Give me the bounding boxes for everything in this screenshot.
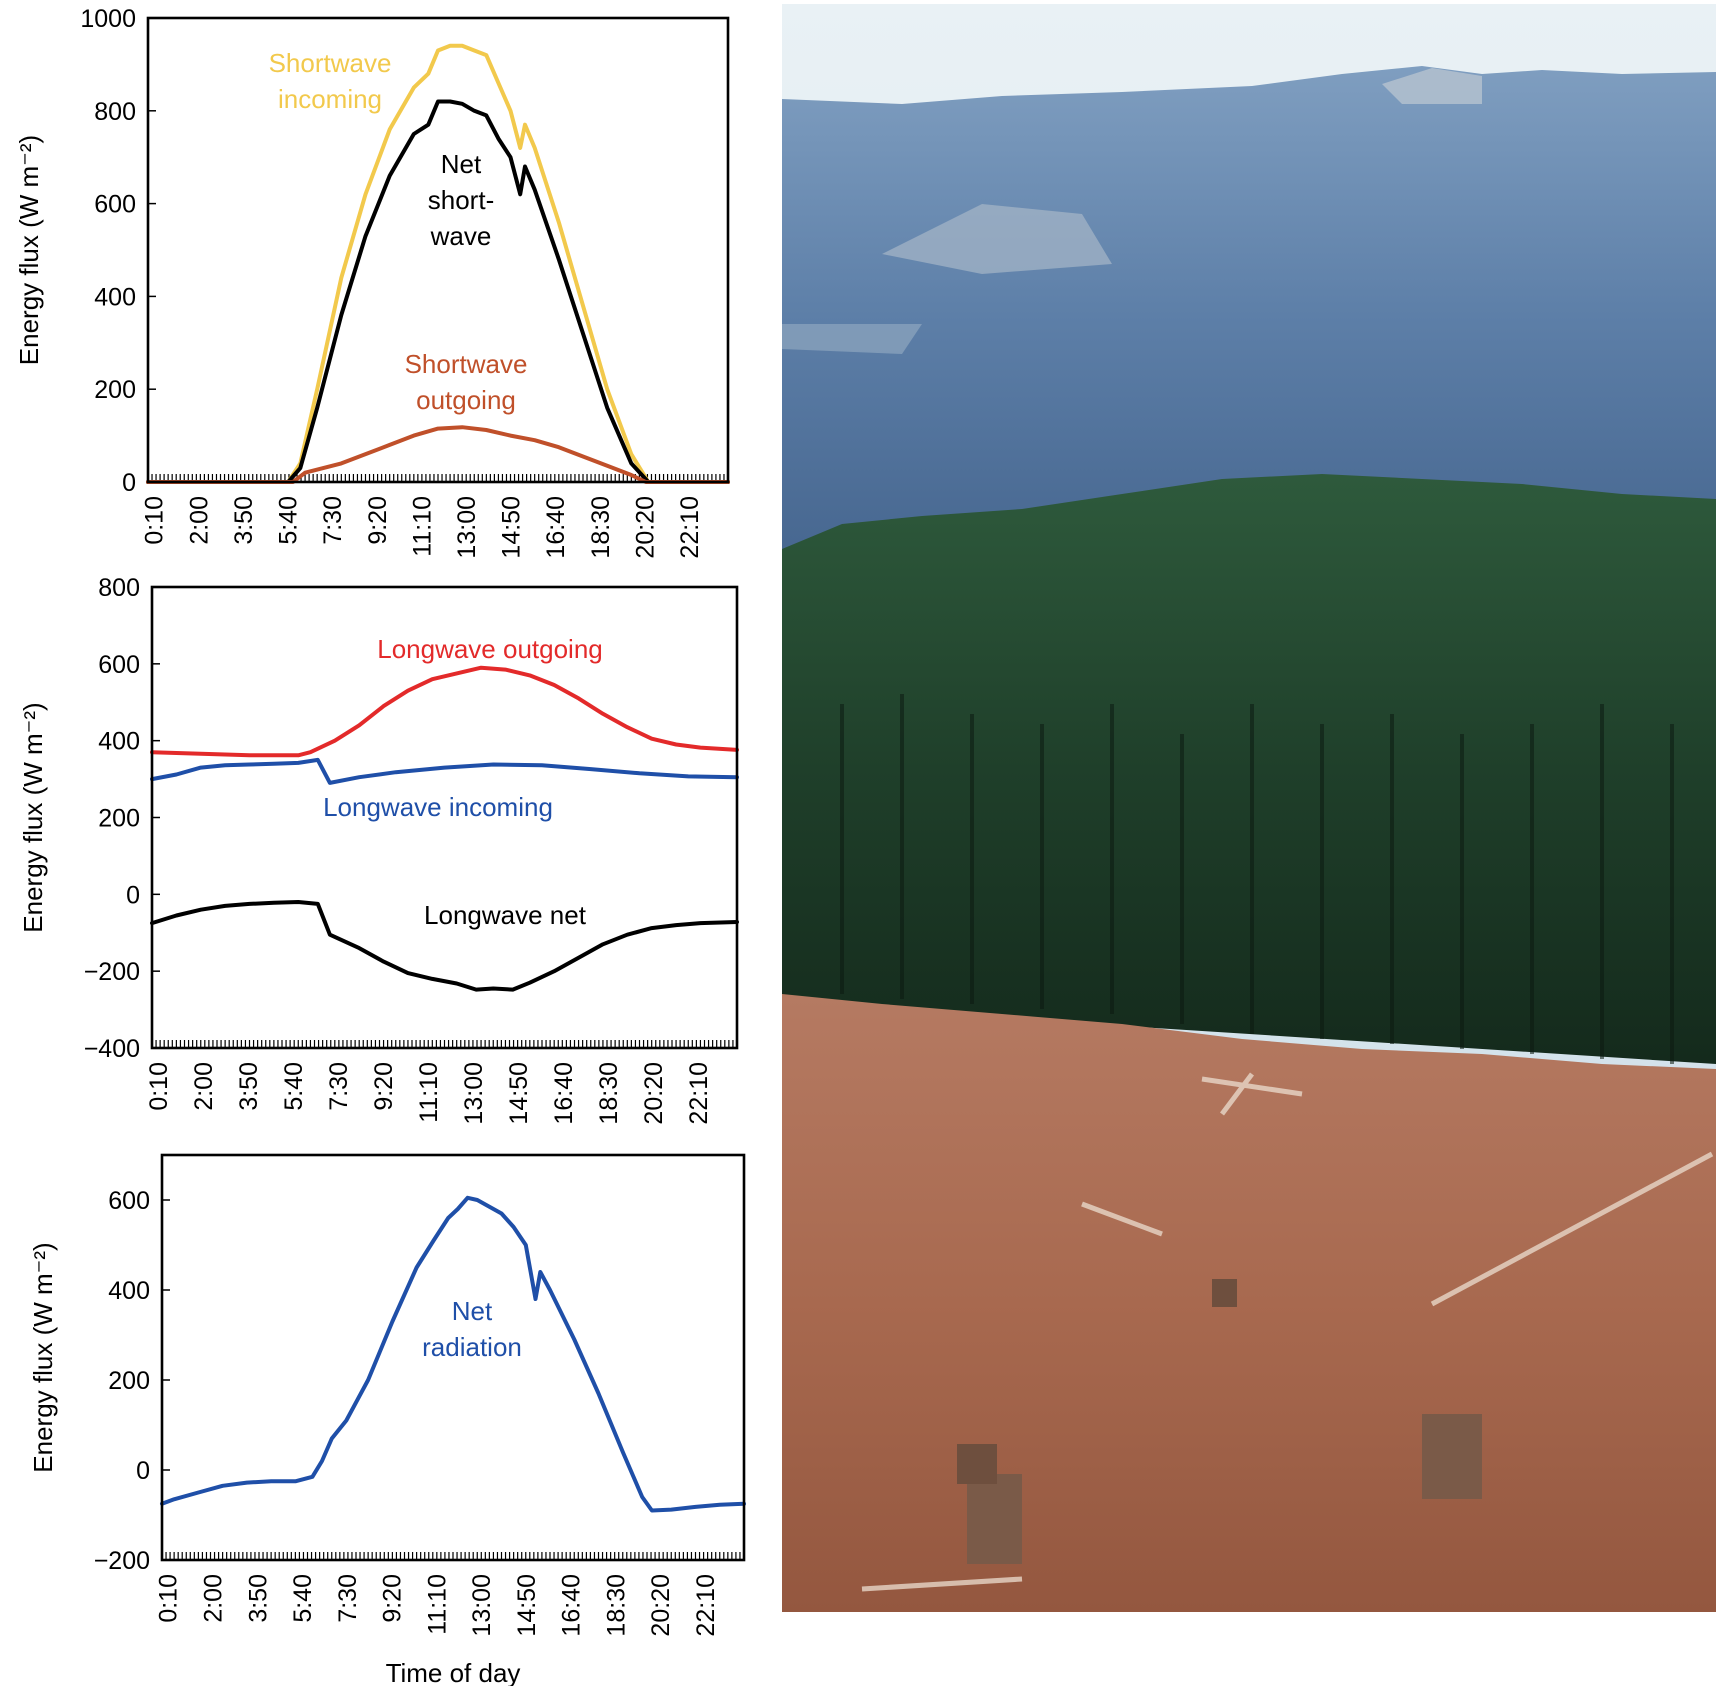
x-tick-label: 14:50 (513, 1574, 541, 1637)
x-tick-label: 7:30 (319, 496, 347, 545)
x-tick-label: 14:50 (505, 1062, 533, 1125)
x-tick-label: 2:00 (185, 496, 213, 545)
y-tick-label: 0 (126, 881, 140, 909)
x-tick-label: 5:40 (289, 1574, 317, 1623)
x-tick-label: 16:40 (542, 496, 570, 559)
series-label: Longwave outgoing (377, 634, 603, 664)
series-label: Longwave net (424, 900, 587, 930)
x-tick-label: 3:50 (244, 1574, 272, 1623)
y-tick-label: 1000 (80, 5, 136, 33)
x-tick-label: 20:20 (647, 1574, 675, 1637)
y-tick-label: −200 (94, 1547, 150, 1575)
chart-3: −200 0 200 400 600 0:10 2:00 3:50 5:40 7:30 9:20 11… (28, 1153, 746, 1686)
y-tick-label: 0 (136, 1457, 150, 1485)
x-tick-label: 16:40 (558, 1574, 586, 1637)
plot-frame (146, 16, 730, 484)
charts-panel: 0 200 400 600 800 1000 0:10 2:00 3:50 5:40 7:30 9:2… (14, 5, 746, 1686)
series-line-longwave-incoming (150, 757, 739, 785)
y-tick-label: 800 (94, 98, 136, 126)
series-label: Shortwave (405, 349, 528, 379)
y-tick-label: −400 (84, 1035, 140, 1063)
y-tick-label: 400 (108, 1277, 150, 1305)
x-tick-label: 9:20 (370, 1062, 398, 1111)
y-axis-title: Energy flux (W m⁻²) (14, 135, 44, 365)
series-label: Net (452, 1296, 493, 1326)
x-tick-label: 0:10 (145, 1062, 173, 1111)
y-tick-label: 400 (94, 283, 136, 311)
series-line-shortwave-outgoing (146, 425, 730, 484)
series-line-shortwave-incoming (146, 43, 730, 484)
x-tick-label: 18:30 (587, 496, 615, 559)
x-tick-label: 20:20 (640, 1062, 668, 1125)
x-tick-label: 9:20 (379, 1574, 407, 1623)
x-tick-label: 9:20 (364, 496, 392, 545)
x-tick-label: 18:30 (602, 1574, 630, 1637)
x-tick-label: 18:30 (595, 1062, 623, 1125)
chart-2: −400 −200 0 200 400 600 800 0:10 2:00 3:50 5:40 7:3… (18, 574, 739, 1125)
x-tick-label: 13:00 (468, 1574, 496, 1637)
x-tick-label: 13:00 (460, 1062, 488, 1125)
x-tick-label: 11:10 (423, 1574, 451, 1635)
series-label: short- (428, 185, 494, 215)
series-line-longwave-net (150, 900, 739, 992)
series-label: Longwave incoming (323, 792, 553, 822)
y-tick-label: 800 (98, 574, 140, 602)
series-label: Shortwave (269, 48, 392, 78)
y-tick-label: 600 (94, 191, 136, 219)
series-line-longwave-outgoing (150, 665, 739, 758)
x-tick-label: 3:50 (235, 1062, 263, 1111)
series-line-net-short-wave (146, 99, 730, 484)
x-tick-label: 0:10 (141, 496, 169, 545)
x-tick-label: 14:50 (498, 496, 526, 559)
series-label: Net (441, 149, 482, 179)
x-tick-label: 22:10 (676, 496, 704, 559)
x-minor-ticks (161, 1552, 745, 1560)
x-minor-ticks (151, 1040, 738, 1048)
y-tick-label: 400 (98, 728, 140, 756)
series-label: radiation (422, 1332, 522, 1362)
x-axis-title: Time of day (386, 1658, 521, 1686)
series-label: wave (430, 221, 492, 251)
x-tick-label: 22:10 (685, 1062, 713, 1125)
series-label: incoming (278, 84, 382, 114)
chart-1: 0 200 400 600 800 1000 0:10 2:00 3:50 5:40 7:30 9:2… (14, 5, 730, 559)
y-tick-label: 200 (94, 376, 136, 404)
y-tick-label: −200 (84, 958, 140, 986)
x-tick-label: 3:50 (230, 496, 258, 545)
x-tick-label: 20:20 (631, 496, 659, 559)
x-tick-label: 5:40 (280, 1062, 308, 1111)
y-axis-title: Energy flux (W m⁻²) (28, 1242, 58, 1472)
y-tick-label: 0 (122, 469, 136, 497)
x-tick-label: 0:10 (155, 1574, 183, 1623)
x-tick-label: 7:30 (334, 1574, 362, 1623)
y-tick-label: 600 (108, 1187, 150, 1215)
series-line-net-radiation (160, 1195, 746, 1513)
x-tick-label: 5:40 (275, 496, 303, 545)
x-tick-label: 2:00 (199, 1574, 227, 1623)
x-tick-label: 2:00 (190, 1062, 218, 1111)
y-tick-label: 200 (98, 805, 140, 833)
x-tick-label: 13:00 (453, 496, 481, 559)
y-axis-title: Energy flux (W m⁻²) (18, 702, 48, 932)
x-tick-label: 11:10 (415, 1062, 443, 1123)
x-tick-label: 7:30 (325, 1062, 353, 1111)
x-tick-label: 16:40 (550, 1062, 578, 1125)
y-tick-label: 600 (98, 651, 140, 679)
plot-frame (150, 585, 739, 1050)
clearcut-forest-photo (782, 4, 1716, 1612)
y-tick-label: 200 (108, 1367, 150, 1395)
series-label: outgoing (416, 385, 516, 415)
x-tick-label: 22:10 (692, 1574, 720, 1637)
x-tick-label: 11:10 (408, 496, 436, 557)
plot-frame (160, 1153, 746, 1562)
